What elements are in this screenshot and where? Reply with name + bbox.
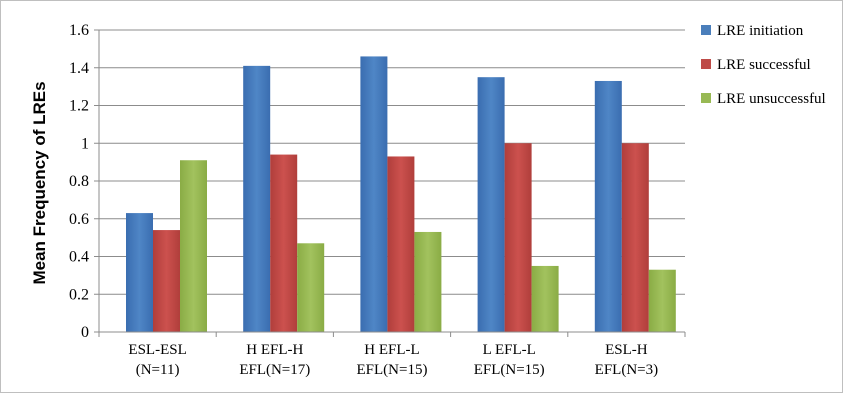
bar [126,213,153,332]
legend-item: LRE unsuccessful [701,89,837,109]
y-tick-label: 1.2 [69,98,89,115]
bar [270,155,297,332]
legend-swatch [701,59,711,69]
x-tick-label: EFL(N=17) [239,362,310,378]
y-axis-label: Mean Frequency of LREs [30,81,49,284]
bar [180,160,207,332]
x-tick-label: ESL-H [605,342,648,358]
legend-swatch [701,93,711,103]
bar [622,143,649,332]
x-tick-label: ESL-ESL [128,342,186,358]
bar [414,232,441,332]
legend-swatch [701,25,711,35]
x-tick-label: EFL(N=15) [357,362,428,378]
y-tick-label: 0.2 [69,286,89,303]
x-tick-label: L EFL-L [483,342,536,358]
bar [532,266,559,332]
bar [478,77,505,332]
y-tick-label: 0 [81,324,89,341]
y-tick-label: 1.4 [69,60,89,77]
x-tick-label: EFL(N=15) [474,362,545,378]
legend-item: LRE initiation [701,21,837,41]
bar [649,270,676,332]
x-tick-label: EFL(N=3) [595,362,658,378]
y-tick-label: 0.8 [69,173,89,190]
bars [126,56,676,332]
legend-item: LRE successful [701,55,837,75]
y-tick-label: 0.6 [69,211,89,228]
legend-label: LRE successful [717,55,837,75]
legend-label: LRE unsuccessful [717,89,837,109]
bar [387,156,414,332]
bar [595,81,622,332]
bar [243,66,270,332]
bar [153,230,180,332]
y-tick-label: 1 [81,135,89,152]
x-tick-label: (N=11) [136,362,180,378]
y-tick-label: 1.6 [69,22,89,39]
bar [505,143,532,332]
bar [297,243,324,332]
y-tick-label: 0.4 [69,249,89,266]
x-tick-label: H EFL-L [364,342,419,358]
legend-label: LRE initiation [717,21,837,41]
bar [360,56,387,332]
x-tick-label: H EFL-H [246,342,303,358]
legend: LRE initiation LRE successful LRE unsucces… [701,21,837,123]
